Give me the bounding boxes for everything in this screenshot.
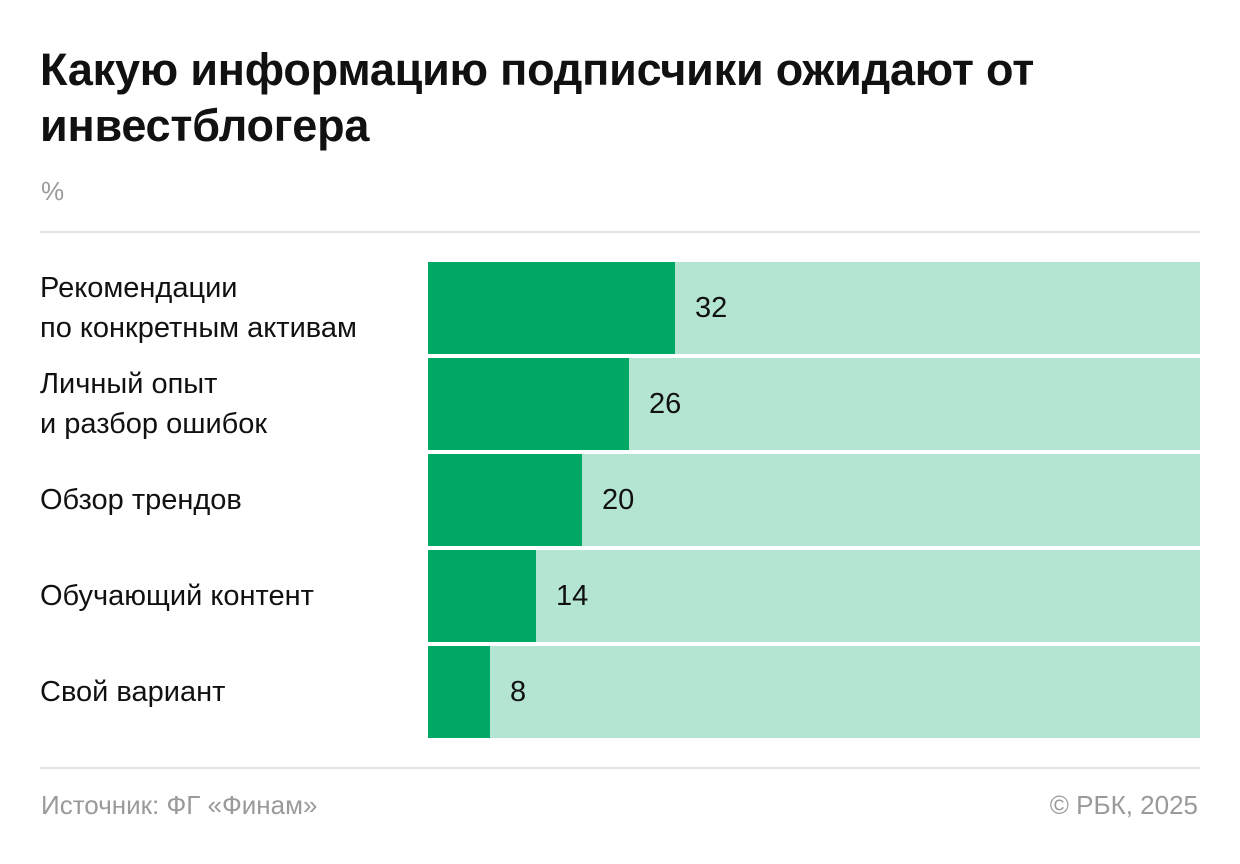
- bar-track: 8: [428, 646, 1200, 738]
- bar-row: Свой вариант 8: [40, 646, 1200, 738]
- bar: [428, 454, 582, 546]
- copyright-note: © РБК, 2025: [1049, 790, 1198, 820]
- bar: [428, 646, 490, 738]
- bar-track: 32: [428, 262, 1200, 354]
- bar-value-label: 14: [556, 579, 589, 612]
- bar-category-label: Личный опыт и разбор ошибок: [40, 368, 268, 440]
- top-divider: [40, 231, 1200, 233]
- bar-row: Обучающий контент 14: [40, 550, 1200, 642]
- bar-category-label: Рекомендации по конкретным активам: [40, 272, 357, 344]
- bar-value-label: 32: [695, 291, 728, 324]
- unit-label: %: [41, 176, 65, 206]
- bar-chart: Рекомендации по конкретным активам 32 Личн…: [40, 262, 1200, 738]
- bar-track: 26: [428, 358, 1200, 450]
- bar-category-label: Обзор трендов: [40, 484, 242, 516]
- bar-row: Рекомендации по конкретным активам 32: [40, 262, 1200, 354]
- source-note: Источник: ФГ «Финам»: [41, 790, 318, 820]
- bar: [428, 358, 629, 450]
- bar: [428, 262, 675, 354]
- bar-value-label: 20: [602, 483, 635, 516]
- bar-category-label: Свой вариант: [40, 676, 226, 708]
- bottom-divider: [40, 767, 1200, 769]
- bar-value-label: 8: [510, 675, 527, 708]
- bar-value-label: 26: [649, 387, 682, 420]
- bar: [428, 550, 536, 642]
- bar-track: 20: [428, 454, 1200, 546]
- bar-row: Обзор трендов 20: [40, 454, 1200, 546]
- bar-category-label: Обучающий контент: [40, 580, 314, 612]
- bar-track: 14: [428, 550, 1200, 642]
- chart-title: Какую информацию подписчики ожидают от и…: [40, 44, 1035, 151]
- bar-row: Личный опыт и разбор ошибок 26: [40, 358, 1200, 450]
